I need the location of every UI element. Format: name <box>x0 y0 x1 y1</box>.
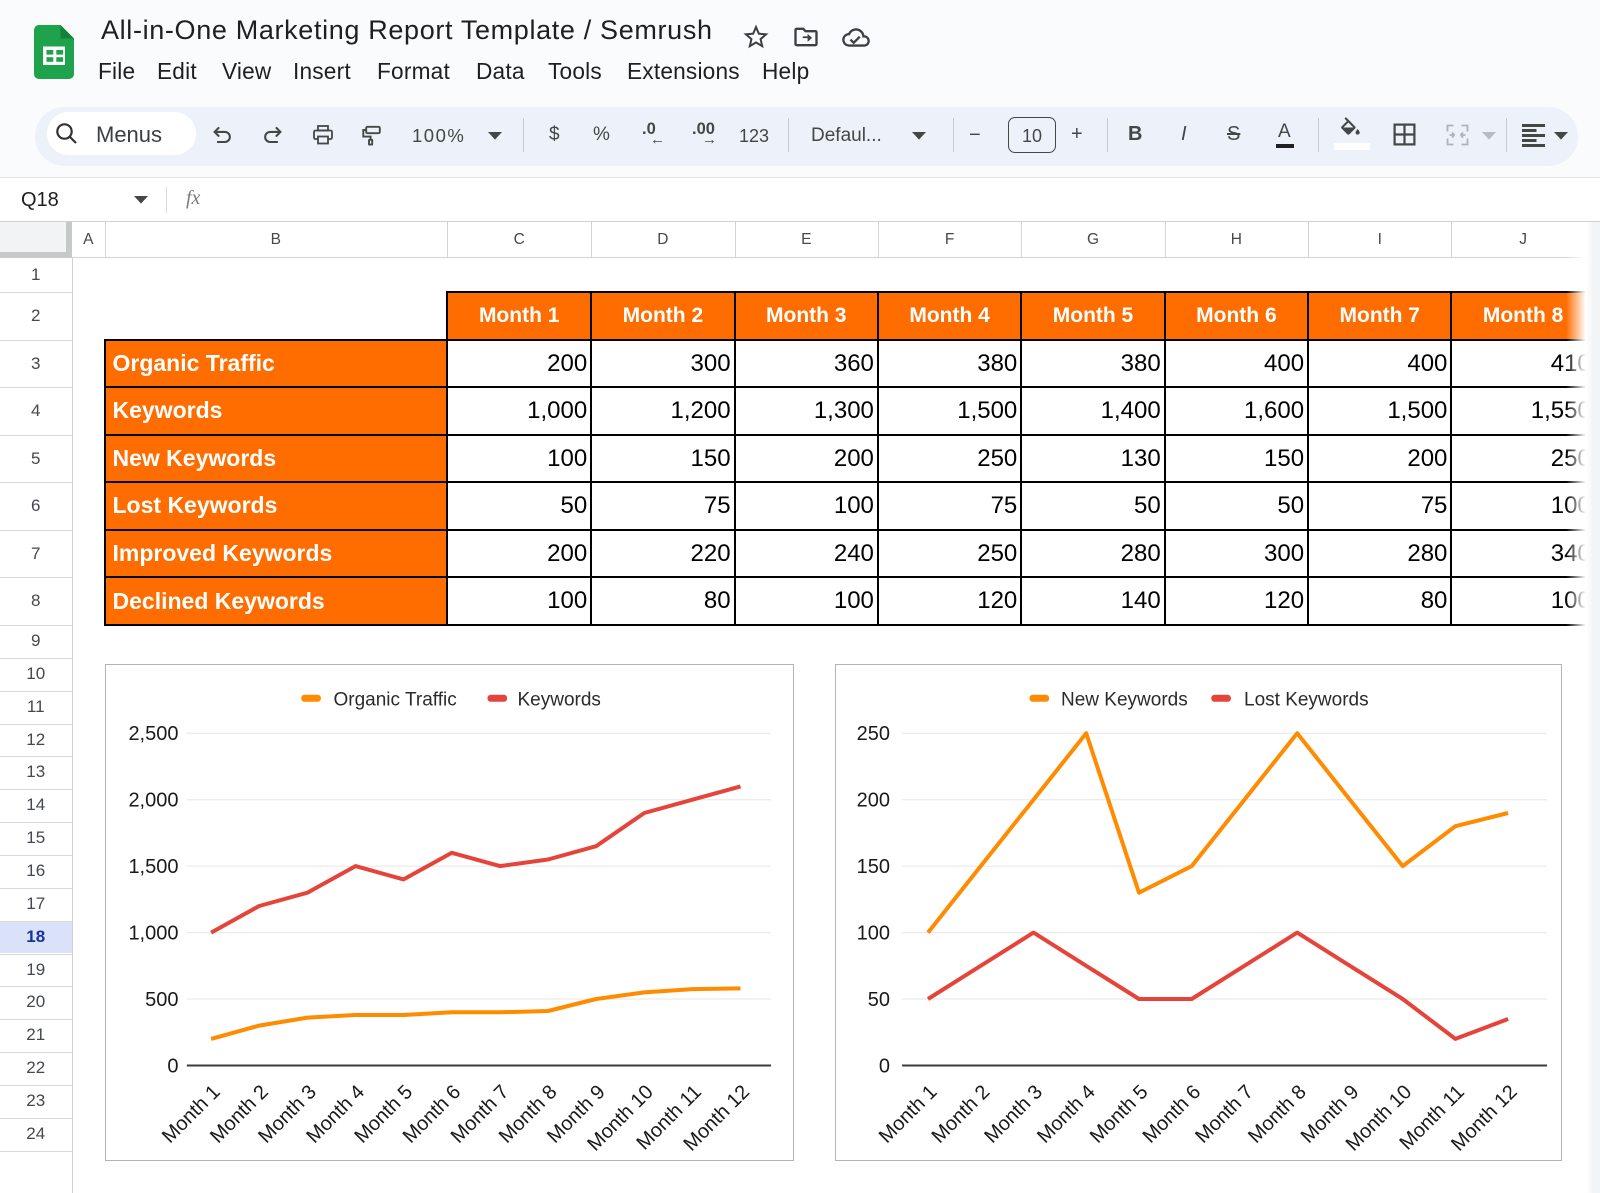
svg-text:100: 100 <box>857 922 890 944</box>
svg-text:50: 50 <box>868 989 890 1011</box>
svg-text:Month 4: Month 4 <box>1033 1080 1100 1147</box>
svg-text:1,500: 1,500 <box>128 856 178 878</box>
svg-text:Keywords: Keywords <box>517 689 600 710</box>
svg-text:Organic Traffic: Organic Traffic <box>333 689 456 710</box>
svg-text:Month 8: Month 8 <box>1244 1080 1311 1147</box>
svg-text:Month 1: Month 1 <box>875 1080 942 1147</box>
svg-text:Month 6: Month 6 <box>1139 1080 1206 1147</box>
svg-text:200: 200 <box>857 789 890 811</box>
svg-text:1,000: 1,000 <box>128 922 178 944</box>
svg-text:0: 0 <box>879 1055 890 1077</box>
svg-text:Lost Keywords: Lost Keywords <box>1244 689 1369 710</box>
svg-text:New Keywords: New Keywords <box>1061 689 1188 710</box>
svg-text:2,500: 2,500 <box>128 723 178 745</box>
svg-text:Month 3: Month 3 <box>980 1080 1047 1147</box>
svg-text:500: 500 <box>145 989 178 1011</box>
svg-text:Month 7: Month 7 <box>1191 1080 1258 1147</box>
svg-text:Month 5: Month 5 <box>1086 1080 1153 1147</box>
svg-text:0: 0 <box>167 1055 178 1077</box>
svg-text:Month 2: Month 2 <box>928 1080 995 1147</box>
svg-text:150: 150 <box>857 856 890 878</box>
svg-text:250: 250 <box>857 723 890 745</box>
svg-text:2,000: 2,000 <box>128 789 178 811</box>
